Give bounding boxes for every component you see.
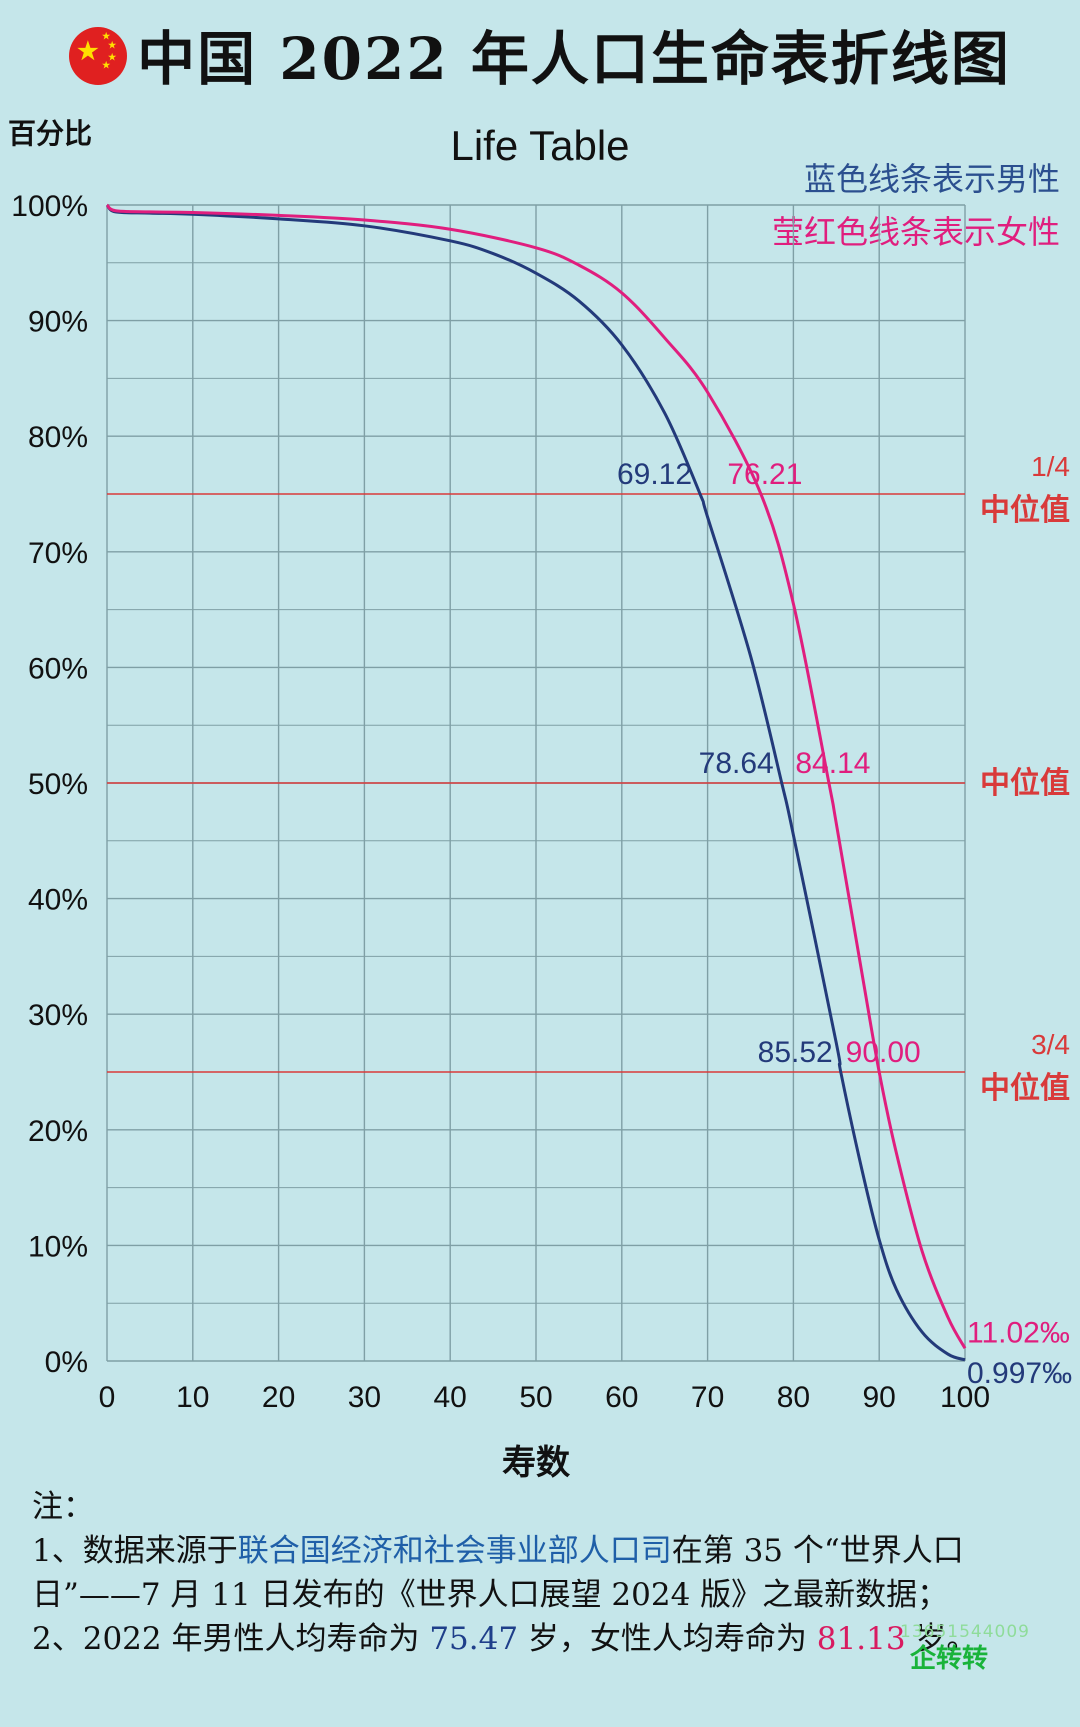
notes-line-1-prefix: 1、数据来源于 bbox=[32, 1533, 238, 1569]
reference-fraction-label: 1/4 bbox=[1031, 451, 1070, 482]
y-tick-label: 80% bbox=[28, 421, 88, 454]
female-life-expectancy: 81.13 bbox=[816, 1621, 906, 1657]
y-tick-label: 50% bbox=[28, 768, 88, 801]
notes-heading: 注： bbox=[32, 1489, 94, 1525]
notes-line-2-b: 岁，女性人均寿命为 bbox=[518, 1621, 817, 1657]
x-tick-label: 80 bbox=[777, 1381, 810, 1414]
male-survival-line bbox=[105, 203, 966, 1362]
x-tick-label: 30 bbox=[348, 1381, 381, 1414]
y-axis-label: 百分比 bbox=[8, 117, 92, 150]
x-tick-label: 100 bbox=[940, 1381, 990, 1414]
male-end-label: 0.997‰ bbox=[967, 1357, 1072, 1390]
male-crossing-label: 78.64 bbox=[699, 747, 774, 780]
x-tick-label: 70 bbox=[691, 1381, 724, 1414]
notes-line-2-a: 2、2022 年男性人均寿命为 bbox=[32, 1621, 430, 1657]
female-end-label: 11.02‰ bbox=[967, 1316, 1070, 1349]
reference-median-label: 中位值 bbox=[980, 766, 1070, 801]
y-tick-label: 40% bbox=[28, 884, 88, 917]
y-tick-label: 0% bbox=[45, 1346, 88, 1379]
y-tick-label: 20% bbox=[28, 1115, 88, 1148]
male-life-expectancy: 75.47 bbox=[429, 1621, 519, 1657]
female-crossing-label: 90.00 bbox=[846, 1036, 921, 1069]
chart-title: Life Table bbox=[450, 122, 629, 169]
y-tick-label: 90% bbox=[28, 306, 88, 339]
notes-source-link[interactable]: 联合国经济和社会事业部人口司 bbox=[237, 1533, 672, 1569]
x-tick-label: 60 bbox=[605, 1381, 638, 1414]
y-tick-label: 60% bbox=[28, 652, 88, 685]
life-table-chart: Life Table 百分比 寿数 蓝色线条表示男性 莹红色线条表示女性 0 10… bbox=[8, 117, 1072, 1480]
x-tick-label: 90 bbox=[863, 1381, 896, 1414]
x-tick-label: 40 bbox=[434, 1381, 467, 1414]
female-survival-line bbox=[105, 203, 967, 1350]
x-tick-label: 0 bbox=[99, 1381, 116, 1414]
y-tick-label: 30% bbox=[28, 999, 88, 1032]
x-tick-label: 20 bbox=[262, 1381, 295, 1414]
y-tick-label: 70% bbox=[28, 537, 88, 570]
watermark-phone: 13651544009 bbox=[900, 1622, 1030, 1642]
female-crossing-label: 76.21 bbox=[727, 458, 802, 491]
x-axis-label: 寿数 bbox=[502, 1443, 570, 1480]
reference-median-label: 中位值 bbox=[980, 1071, 1070, 1106]
page-title-text: 中国 2022 年人口生命表折线图 bbox=[137, 25, 1011, 93]
reference-fraction-label: 3/4 bbox=[1031, 1029, 1070, 1060]
notes-line-1: 1、数据来源于联合国经济和社会事业部人口司在第 35 个“世界人口日”——7 月… bbox=[32, 1529, 1062, 1617]
notes-line-2: 2、2022 年男性人均寿命为 75.47 岁，女性人均寿命为 81.13 岁。 bbox=[32, 1617, 1062, 1661]
notes-line-1-rest: 在第 35 个“世界人口日”——7 月 11 日发布的《世界人口展望 2024 … bbox=[32, 1533, 964, 1613]
notes: 注： 1、数据来源于联合国经济和社会事业部人口司在第 35 个“世界人口日”——… bbox=[32, 1485, 1062, 1661]
y-tick-label: 100% bbox=[11, 190, 88, 223]
y-tick-label: 10% bbox=[28, 1230, 88, 1263]
watermark-brand: 企转转 bbox=[910, 1644, 989, 1674]
x-tick-label: 50 bbox=[519, 1381, 552, 1414]
page-title: ★ ★ ★ ★ ★ 中国 2022 年人口生命表折线图 bbox=[0, 12, 1080, 96]
x-tick-label: 10 bbox=[176, 1381, 209, 1414]
male-crossing-label: 69.12 bbox=[617, 458, 692, 491]
legend-female-text: 莹红色线条表示女性 bbox=[772, 213, 1060, 251]
china-flag-icon: ★ ★ ★ ★ ★ bbox=[69, 27, 128, 85]
legend-male-text: 蓝色线条表示男性 bbox=[804, 160, 1060, 198]
reference-median-label: 中位值 bbox=[980, 493, 1070, 528]
female-crossing-label: 84.14 bbox=[795, 747, 870, 780]
notes-line-2-c: 岁。 bbox=[905, 1621, 978, 1657]
male-crossing-label: 85.52 bbox=[758, 1036, 833, 1069]
